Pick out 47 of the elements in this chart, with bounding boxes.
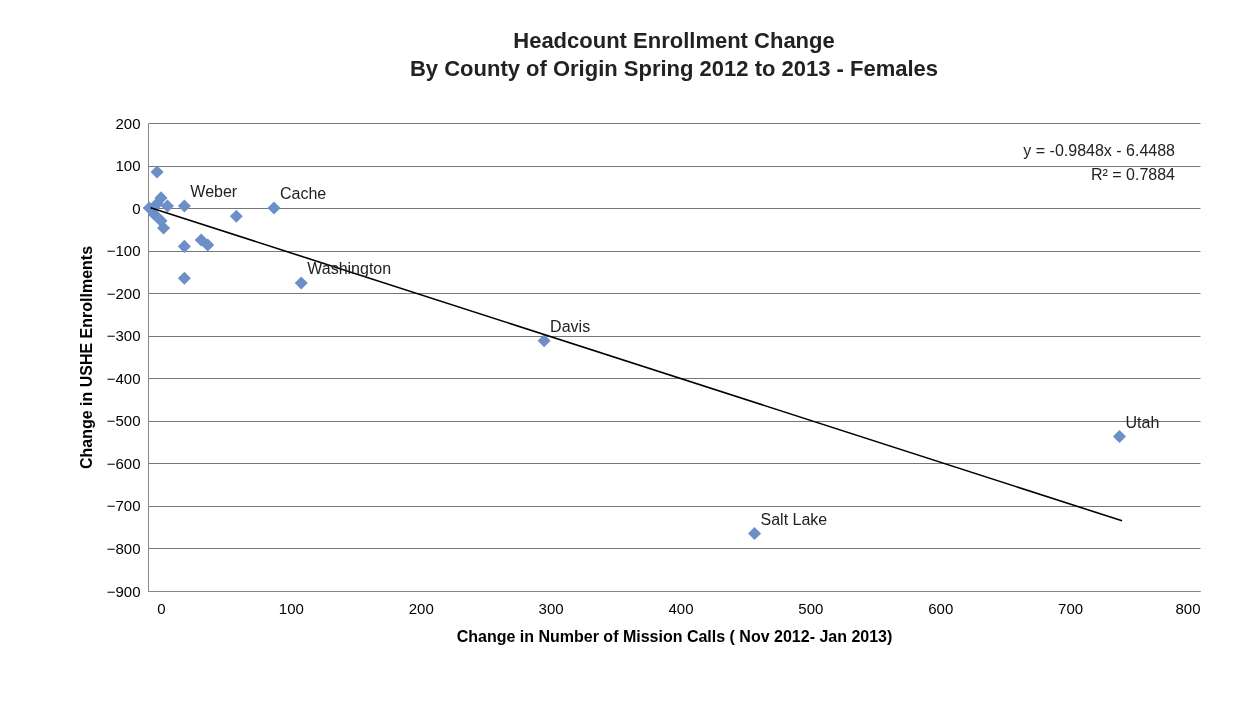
y-tick-label: 0	[132, 199, 141, 217]
y-tick-label: −500	[106, 412, 141, 430]
point	[177, 271, 191, 285]
annotation: Weber	[190, 182, 238, 200]
point	[157, 221, 171, 235]
x-tick-label: 500	[798, 599, 824, 617]
y-tick-label: −700	[106, 497, 141, 515]
x-axis-title: Change in Number of Mission Calls ( Nov 2012- Jan 2013)	[456, 627, 893, 645]
x-tick-label: 300	[538, 599, 564, 617]
y-tick-label: −200	[106, 284, 141, 302]
annotation: Salt Lake	[760, 510, 828, 528]
point	[150, 197, 164, 211]
x-tick-label: 700	[1058, 599, 1084, 617]
point	[160, 199, 174, 213]
point	[147, 207, 162, 221]
x-tick-label: 400	[668, 599, 694, 617]
point	[537, 334, 551, 348]
x-tick-label: 600	[928, 599, 954, 617]
y-tick-label: −800	[106, 539, 141, 557]
y-tick-label: 200	[115, 114, 141, 132]
point	[1112, 430, 1126, 444]
x-tick-label: 200	[408, 599, 434, 617]
y-axis-title: Change in USHE Enrollments	[77, 245, 95, 470]
point	[267, 201, 281, 215]
y-tick-label: 100	[115, 157, 141, 175]
point	[201, 238, 215, 252]
point	[177, 239, 191, 253]
chart-subtitle: By County of Origin Spring 2012 to 2013 - Females	[409, 56, 939, 81]
y-tick-label: −900	[106, 582, 141, 600]
y-tick-label: −100	[106, 242, 141, 260]
point	[229, 209, 243, 223]
annotation: R² = 0.7884	[1090, 166, 1176, 183]
y-tick-label: −400	[106, 369, 141, 387]
point	[150, 165, 164, 179]
point	[748, 527, 762, 541]
point	[194, 233, 208, 247]
chart-title: Headcount Enrollment Change	[513, 28, 835, 53]
y-tick-label: −300	[106, 327, 141, 345]
annotation: Cache	[279, 185, 327, 203]
annotation: y = -0.9848x - 6.4488	[1023, 142, 1176, 159]
x-tick-label: 0	[157, 599, 166, 617]
annotation: Davis	[550, 317, 591, 335]
point	[294, 276, 308, 290]
x-tick-label: 100	[278, 599, 304, 617]
x-tick-label: 800	[1175, 599, 1201, 617]
y-tick-label: −600	[106, 454, 141, 472]
point	[177, 199, 191, 213]
